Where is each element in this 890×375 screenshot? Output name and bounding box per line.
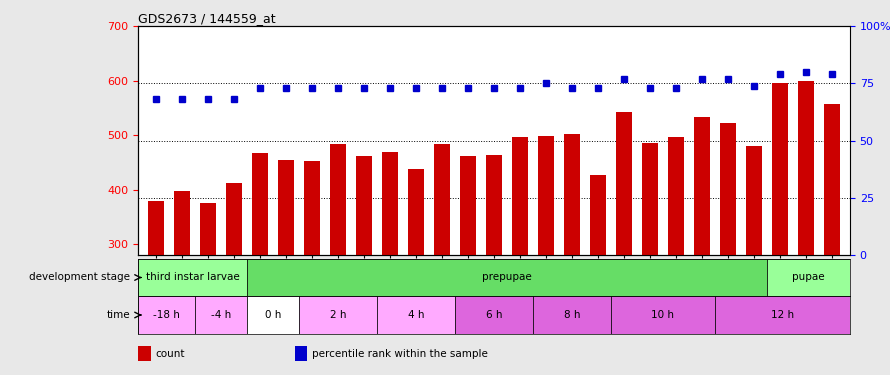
- Bar: [798, 81, 813, 375]
- Text: percentile rank within the sample: percentile rank within the sample: [312, 349, 489, 359]
- Bar: [304, 161, 320, 375]
- Bar: [533, 296, 611, 334]
- Text: 2 h: 2 h: [330, 310, 346, 320]
- Bar: [247, 259, 767, 296]
- Text: pupae: pupae: [792, 273, 825, 282]
- Bar: [642, 143, 658, 375]
- Text: 8 h: 8 h: [563, 310, 580, 320]
- Bar: [138, 296, 195, 334]
- Bar: [247, 296, 299, 334]
- Bar: [668, 137, 684, 375]
- Bar: [330, 144, 346, 375]
- Bar: [226, 183, 242, 375]
- Bar: [377, 296, 455, 334]
- Text: development stage: development stage: [29, 273, 130, 282]
- Bar: [382, 152, 398, 375]
- Bar: [195, 296, 247, 334]
- Text: 0 h: 0 h: [265, 310, 281, 320]
- Bar: [174, 191, 190, 375]
- Bar: [746, 146, 762, 375]
- Bar: [715, 296, 850, 334]
- Text: 6 h: 6 h: [486, 310, 502, 320]
- Bar: [512, 137, 528, 375]
- Bar: [486, 155, 502, 375]
- Bar: [460, 156, 476, 375]
- Text: prepupae: prepupae: [482, 273, 532, 282]
- Bar: [824, 104, 839, 375]
- Bar: [138, 346, 150, 361]
- Bar: [538, 136, 554, 375]
- Text: count: count: [156, 349, 185, 359]
- Bar: [455, 296, 533, 334]
- Bar: [611, 296, 715, 334]
- Text: 12 h: 12 h: [771, 310, 794, 320]
- Text: -4 h: -4 h: [211, 310, 231, 320]
- Bar: [295, 346, 307, 361]
- Text: third instar larvae: third instar larvae: [146, 273, 239, 282]
- Bar: [299, 296, 377, 334]
- Text: -18 h: -18 h: [153, 310, 180, 320]
- Text: time: time: [107, 310, 130, 320]
- Bar: [409, 170, 424, 375]
- Bar: [590, 176, 606, 375]
- Bar: [772, 84, 788, 375]
- Bar: [138, 259, 247, 296]
- Bar: [616, 112, 632, 375]
- Bar: [149, 201, 164, 375]
- Bar: [356, 156, 372, 375]
- Text: 4 h: 4 h: [408, 310, 425, 320]
- Bar: [564, 134, 579, 375]
- Bar: [434, 144, 449, 375]
- Text: GDS2673 / 144559_at: GDS2673 / 144559_at: [138, 12, 276, 25]
- Bar: [200, 203, 216, 375]
- Bar: [252, 153, 268, 375]
- Text: 10 h: 10 h: [651, 310, 675, 320]
- Bar: [279, 160, 294, 375]
- Bar: [720, 123, 736, 375]
- Bar: [767, 259, 850, 296]
- Bar: [694, 117, 709, 375]
